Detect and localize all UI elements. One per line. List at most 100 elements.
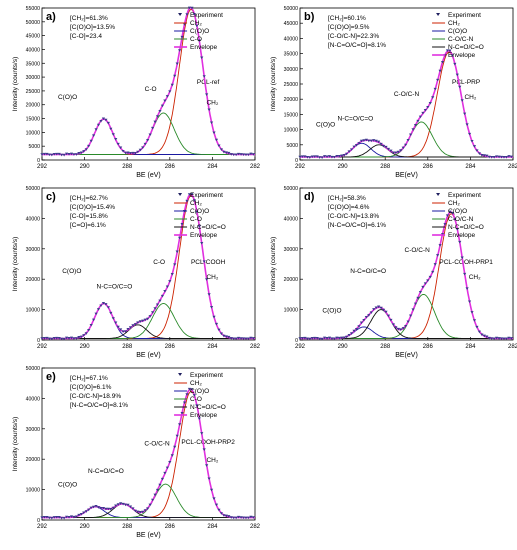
experiment-point: [504, 337, 509, 341]
experiment-point: [42, 336, 47, 340]
legend-entry: C-O: [190, 396, 202, 403]
experiment-point: [487, 155, 491, 159]
legend-entry: Experiment: [190, 372, 223, 379]
composition-stat: [C(O)O]=6.1%: [70, 384, 112, 391]
experiment-point: [160, 477, 165, 481]
x-tick-label: 290: [338, 344, 349, 350]
experiment-point: [433, 263, 437, 266]
experiment-point: [485, 335, 489, 339]
experiment-point: [315, 336, 319, 340]
experiment-point: [232, 337, 236, 341]
experiment-point: [460, 256, 464, 260]
component-curve: [300, 293, 513, 339]
experiment-point: [143, 318, 147, 322]
experiment-point: [180, 222, 184, 226]
component-curve: [42, 503, 255, 519]
legend-entry: Envelope: [190, 412, 217, 419]
experiment-point: [232, 153, 236, 157]
legend-entry: C-O: [190, 36, 202, 43]
experiment-point: [509, 337, 513, 340]
experiment-point: [453, 218, 457, 221]
experiment-point: [470, 311, 474, 314]
experiment-point: [131, 324, 135, 327]
legend-entry: Envelope: [190, 232, 217, 239]
experiment-point: [320, 156, 324, 159]
experiment-point: [229, 153, 233, 156]
experiment-point: [60, 153, 64, 157]
experiment-point: [190, 193, 194, 196]
experiment-point: [67, 515, 71, 519]
y-tick-label: 40000: [26, 216, 41, 222]
experiment-point: [472, 145, 477, 148]
experiment-point: [399, 328, 403, 331]
experiment-point: [224, 335, 228, 338]
experiment-point: [182, 401, 187, 405]
experiment-point: [345, 335, 349, 339]
y-tick-label: 30000: [26, 75, 41, 81]
experiment-point: [195, 404, 199, 407]
experiment-point: [318, 156, 322, 159]
plot-frame: [41, 7, 256, 161]
experiment-point: [227, 515, 231, 518]
experiment-point: [369, 311, 373, 314]
composition-stat: [C-O/C-N]=13.8%: [328, 213, 379, 220]
legend-entry: N-C=O/C=O: [190, 404, 226, 411]
experiment-point: [158, 110, 162, 113]
peak-label: C(O)O: [58, 94, 77, 101]
experiment-point: [119, 146, 123, 150]
experiment-point: [495, 336, 499, 340]
experiment-point: [438, 244, 442, 247]
experiment-point: [490, 337, 494, 340]
experiment-point: [114, 504, 118, 508]
legend-entry: CH₂: [448, 20, 460, 27]
experiment-point: [367, 139, 371, 143]
peak-label: C-O/C-N: [394, 91, 420, 98]
experiment-point: [57, 152, 61, 156]
experiment-point: [45, 515, 49, 519]
experiment-point: [170, 454, 174, 457]
experiment-point: [381, 144, 386, 148]
y-tick-label: 0: [37, 338, 40, 344]
experiment-point: [389, 149, 393, 153]
y-tick-label: 20000: [284, 277, 299, 283]
experiment-point: [92, 134, 96, 138]
composition-stat: [C-O]=23.4: [70, 33, 102, 40]
experiment-point: [173, 74, 177, 78]
experiment-point: [109, 127, 113, 131]
experiment-point: [310, 337, 314, 340]
experiment-point: [492, 337, 496, 341]
composition-stat: [C-O/C-N]=18.9%: [70, 393, 121, 400]
experiment-point: [399, 149, 403, 152]
experiment-point: [133, 152, 137, 155]
experiment-point: [104, 303, 108, 306]
experiment-point: [237, 515, 241, 519]
experiment-point: [394, 151, 398, 155]
experiment-point: [50, 153, 54, 157]
x-tick-label: 284: [207, 164, 218, 170]
x-tick-label: 288: [122, 344, 133, 350]
y-tick-label: 0: [295, 338, 298, 344]
experiment-point: [141, 319, 145, 323]
experiment-point: [64, 336, 69, 340]
experiment-point: [128, 326, 133, 329]
composition-stat: [C(O)O]=4.6%: [328, 204, 370, 211]
experiment-point: [89, 506, 93, 510]
experiment-point: [384, 145, 388, 149]
peak-label: N-C=O/C=O: [337, 115, 373, 122]
experiment-point: [106, 507, 110, 511]
experiment-point: [111, 133, 115, 136]
y-tick-label: 20000: [26, 277, 41, 283]
legend-marker: [178, 373, 183, 376]
experiment-point: [340, 154, 344, 158]
experiment-point: [200, 242, 204, 245]
x-axis-label: BE(eV): [395, 172, 418, 179]
experiment-point: [168, 280, 172, 283]
experiment-point: [431, 270, 435, 274]
experiment-point: [428, 275, 432, 279]
y-tick-label: 50000: [26, 366, 41, 372]
sample-label: PCL-PRP: [452, 79, 480, 86]
experiment-point: [406, 320, 410, 324]
x-tick-label: 282: [508, 164, 517, 170]
experiment-point: [92, 318, 96, 322]
